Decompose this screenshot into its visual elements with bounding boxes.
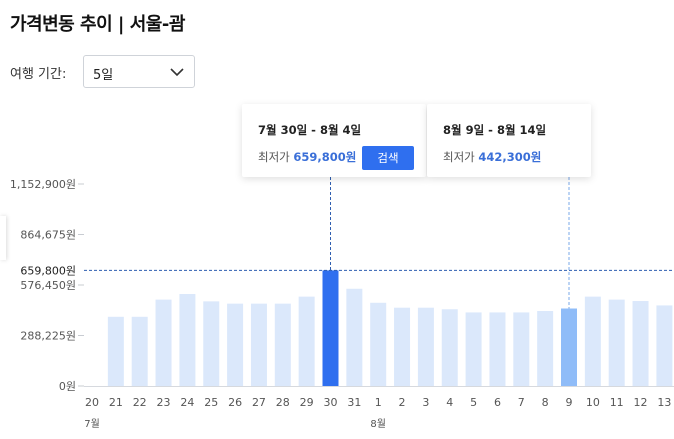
price-bar — [489, 312, 506, 386]
price-bar — [179, 294, 196, 386]
x-tick-label: 4 — [446, 396, 453, 409]
x-tick-label: 28 — [276, 396, 290, 409]
price-bar — [370, 302, 387, 386]
chart-scroll-handle[interactable] — [0, 216, 6, 260]
month-label: 7월 — [84, 418, 100, 430]
x-tick-label: 26 — [228, 396, 242, 409]
card-price: 442,300원 — [478, 150, 542, 164]
x-tick-label: 22 — [133, 396, 147, 409]
reference-price-label: 659,800원 — [20, 264, 76, 277]
x-tick-label: 31 — [347, 396, 361, 409]
card-lowest-price: 최저가 442,300원 — [443, 149, 541, 165]
y-tick-label: 0원 — [59, 380, 76, 393]
search-button[interactable]: 검색 — [362, 146, 414, 170]
price-bar — [155, 299, 172, 386]
price-bar — [131, 316, 148, 386]
card-lowest-label: 최저가 — [258, 150, 290, 164]
card-lowest-price: 최저가 659,800원 — [258, 149, 356, 165]
duration-select[interactable]: 5일 — [83, 55, 195, 88]
price-bar — [561, 308, 577, 386]
price-bar — [465, 312, 482, 386]
price-bar — [441, 309, 458, 386]
price-bar — [322, 270, 339, 386]
x-tick-label: 1 — [375, 396, 382, 409]
x-tick-label: 11 — [610, 396, 624, 409]
duration-select-value: 5일 — [93, 68, 114, 83]
price-bar — [632, 301, 649, 386]
price-bar — [250, 303, 267, 386]
y-tick-label: 288,225원 — [20, 330, 76, 343]
price-bar — [346, 288, 363, 386]
card-date-range: 7월 30일 - 8월 4일 — [258, 123, 362, 137]
page-title: 가격변동 추이 | 서울-괌 — [10, 14, 185, 35]
x-tick-label: 13 — [657, 396, 671, 409]
price-bar — [227, 303, 244, 386]
price-bar — [394, 307, 411, 386]
price-bar — [203, 301, 220, 386]
x-tick-label: 10 — [586, 396, 600, 409]
x-tick-label: 3 — [422, 396, 429, 409]
card-price: 659,800원 — [293, 150, 357, 164]
x-tick-label: 9 — [566, 396, 573, 409]
month-label: 8월 — [370, 418, 386, 430]
x-tick-label: 7 — [518, 396, 525, 409]
y-tick-label: 864,675원 — [20, 229, 76, 242]
price-bar — [584, 296, 601, 386]
y-tick-label: 576,450원 — [20, 279, 76, 292]
x-tick-label: 8 — [542, 396, 549, 409]
x-tick-label: 2 — [399, 396, 406, 409]
x-tick-label: 12 — [634, 396, 648, 409]
x-tick-label: 6 — [494, 396, 501, 409]
card-date-range: 8월 9일 - 8월 14일 — [443, 123, 547, 137]
x-tick-label: 29 — [300, 396, 314, 409]
x-tick-label: 27 — [252, 396, 266, 409]
price-bar — [417, 307, 434, 386]
price-bar — [656, 305, 673, 386]
x-tick-label: 25 — [204, 396, 218, 409]
secondary-range-card: 8월 9일 - 8월 14일 최저가 442,300원 — [427, 104, 591, 177]
y-tick-label: 1,152,900원 — [10, 178, 76, 191]
price-bar — [513, 312, 530, 386]
x-tick-label: 23 — [157, 396, 171, 409]
x-tick-label: 21 — [109, 396, 123, 409]
x-tick-label: 24 — [180, 396, 194, 409]
price-bar — [537, 311, 554, 386]
price-bar — [107, 316, 124, 386]
price-bar — [608, 299, 625, 386]
chevron-down-icon — [170, 68, 184, 77]
duration-label: 여행 기간: — [10, 67, 67, 82]
selected-range-card: 7월 30일 - 8월 4일 최저가 659,800원 검색 — [242, 104, 426, 177]
x-tick-label: 5 — [470, 396, 477, 409]
price-bar — [274, 303, 291, 386]
x-tick-label: 20 — [85, 396, 99, 409]
card-lowest-label: 최저가 — [443, 150, 475, 164]
x-tick-label: 30 — [324, 396, 338, 409]
price-bar — [298, 296, 315, 386]
